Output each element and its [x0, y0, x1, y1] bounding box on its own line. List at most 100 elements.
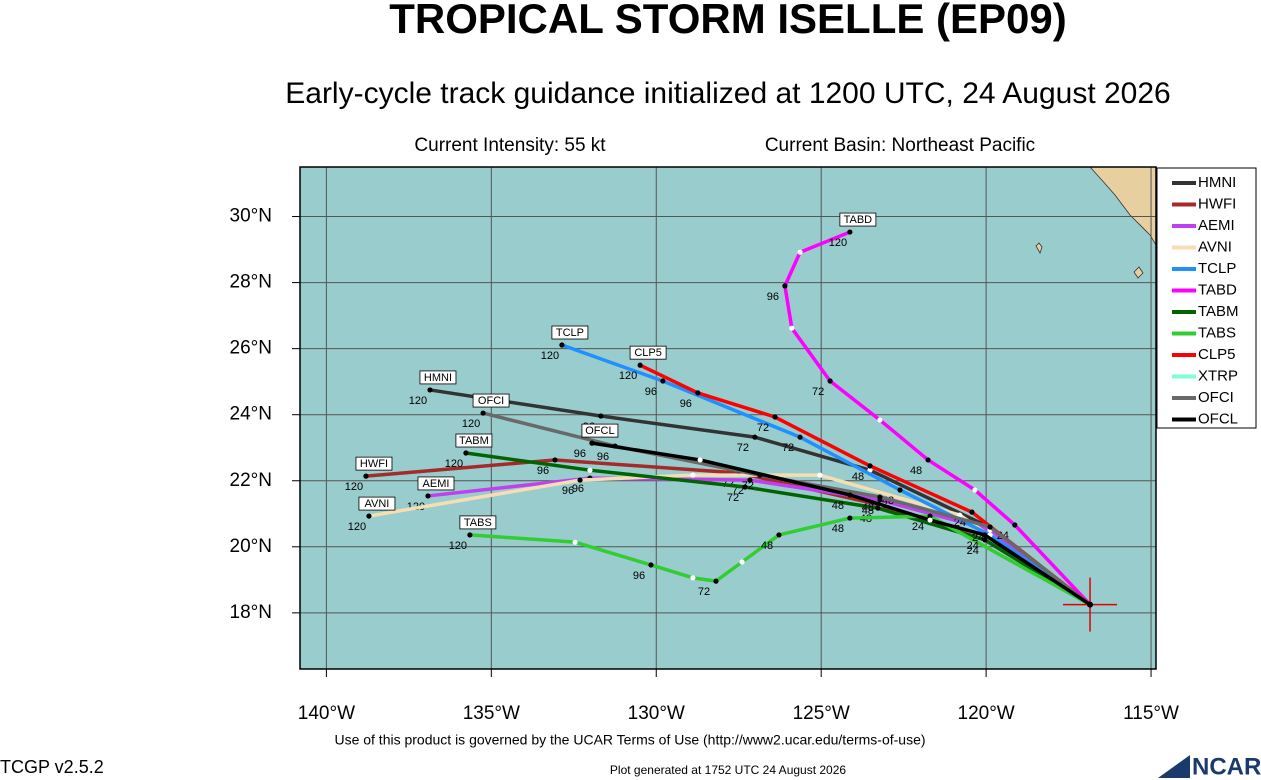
legend-label: HWFI — [1198, 195, 1236, 212]
track-point — [648, 562, 654, 568]
track-point — [875, 505, 881, 511]
hour-label: 120 — [829, 237, 847, 249]
model-label: HMNI — [424, 372, 452, 384]
y-tick-label: 24°N — [230, 404, 272, 425]
hour-label: 120 — [345, 481, 363, 493]
intensity: Current Intensity: 55 kt — [414, 135, 606, 156]
land — [1035, 167, 1156, 279]
track-point — [867, 463, 873, 469]
hour-label: 120 — [409, 395, 427, 407]
island — [1133, 266, 1144, 279]
hour-label: 48 — [910, 465, 922, 477]
hour-label: 24 — [912, 521, 924, 533]
model-box — [417, 476, 455, 491]
hour-label: 96 — [574, 448, 586, 460]
track-point — [927, 513, 933, 519]
y-tick-label: 26°N — [230, 338, 272, 359]
track-point — [463, 450, 469, 456]
track-point — [366, 513, 372, 519]
model-box — [839, 212, 877, 227]
model-label: OFCL — [585, 425, 614, 437]
track-point — [559, 342, 565, 348]
ocean — [300, 167, 1156, 669]
track-line — [465, 451, 1091, 607]
model-label: TABS — [464, 517, 492, 529]
subtitle: Early-cycle track guidance initialized a… — [285, 77, 1170, 110]
hour-label: 120 — [445, 458, 463, 470]
hour-label: 120 — [541, 350, 559, 362]
x-tick-label: 115°W — [1123, 703, 1179, 724]
hour-label: 48 — [832, 500, 844, 512]
track-point — [789, 325, 795, 331]
x-tick-label: 120°W — [958, 703, 1015, 724]
legend-label: AEMI — [1198, 217, 1235, 234]
model-label: AVNI — [365, 498, 390, 510]
track-point — [589, 440, 595, 446]
footer: Use of this product is governed by the U… — [334, 732, 925, 748]
version: TCGP v2.5.2 — [0, 757, 104, 777]
hour-label: 48 — [761, 540, 773, 552]
legend-label: AVNI — [1198, 238, 1232, 255]
title: TROPICAL STORM ISELLE (EP09) — [389, 0, 1067, 42]
track-point — [957, 512, 963, 518]
hour-label: 96 — [767, 291, 779, 303]
track-point — [425, 493, 431, 499]
legend-label: TABS — [1198, 324, 1236, 341]
hour-label: 72 — [782, 442, 794, 454]
legend-label: TABM — [1198, 303, 1239, 320]
track-point — [552, 457, 558, 463]
track-point — [817, 472, 823, 478]
track-point — [847, 492, 853, 498]
track-line — [561, 343, 1092, 607]
hour-label: 72 — [742, 480, 754, 492]
track-point — [747, 477, 753, 483]
y-tick-label: 22°N — [230, 470, 272, 491]
track-point — [739, 559, 745, 565]
basin: Current Basin: Northeast Pacific — [765, 135, 1035, 156]
x-tick-label: 130°W — [628, 703, 685, 724]
hour-label: 72 — [727, 492, 739, 504]
model-box — [472, 393, 510, 408]
legend-label: TABD — [1198, 281, 1237, 298]
track-line — [591, 441, 1091, 607]
track-point — [637, 362, 643, 368]
track-point — [577, 477, 583, 483]
model-box — [455, 433, 493, 448]
hour-label: 120 — [462, 418, 480, 430]
y-tick-label: 20°N — [230, 536, 272, 557]
hour-label: 96 — [597, 451, 609, 463]
track-point — [480, 410, 486, 416]
tracks: 72 96 120 HMNI 72 96 120 HWFI 48 72 96 120 AEMI 96 120… — [345, 212, 1118, 632]
track-point — [797, 434, 803, 440]
y-tick-label: 28°N — [230, 272, 272, 293]
track-point — [587, 467, 593, 473]
hour-label: 72 — [757, 422, 769, 434]
track-point — [897, 487, 903, 493]
hour-label: 96 — [562, 485, 574, 497]
model-box — [419, 370, 457, 385]
model-box — [551, 325, 589, 340]
track-point — [776, 532, 782, 538]
track-point — [467, 532, 473, 538]
track-point — [797, 249, 803, 255]
track-point — [713, 578, 719, 584]
hour-label: 48 — [862, 502, 874, 514]
x-tick-label: 135°W — [463, 703, 520, 724]
x-tick-label: 125°W — [793, 703, 850, 724]
model-label: OFCI — [478, 395, 504, 407]
track-point — [572, 539, 578, 545]
hour-label: 96 — [645, 386, 657, 398]
model-label: AEMI — [423, 478, 450, 490]
track-point — [877, 417, 883, 423]
hour-label: 96 — [572, 483, 584, 495]
track-point — [847, 229, 853, 235]
coast — [1089, 167, 1156, 246]
track-point — [847, 515, 853, 521]
model-label: TABD — [844, 214, 873, 226]
legend — [1156, 167, 1257, 429]
track-point — [877, 494, 883, 500]
track-point — [827, 378, 833, 384]
x-tick-label: 140°W — [298, 703, 355, 724]
model-label: TABM — [459, 435, 489, 447]
